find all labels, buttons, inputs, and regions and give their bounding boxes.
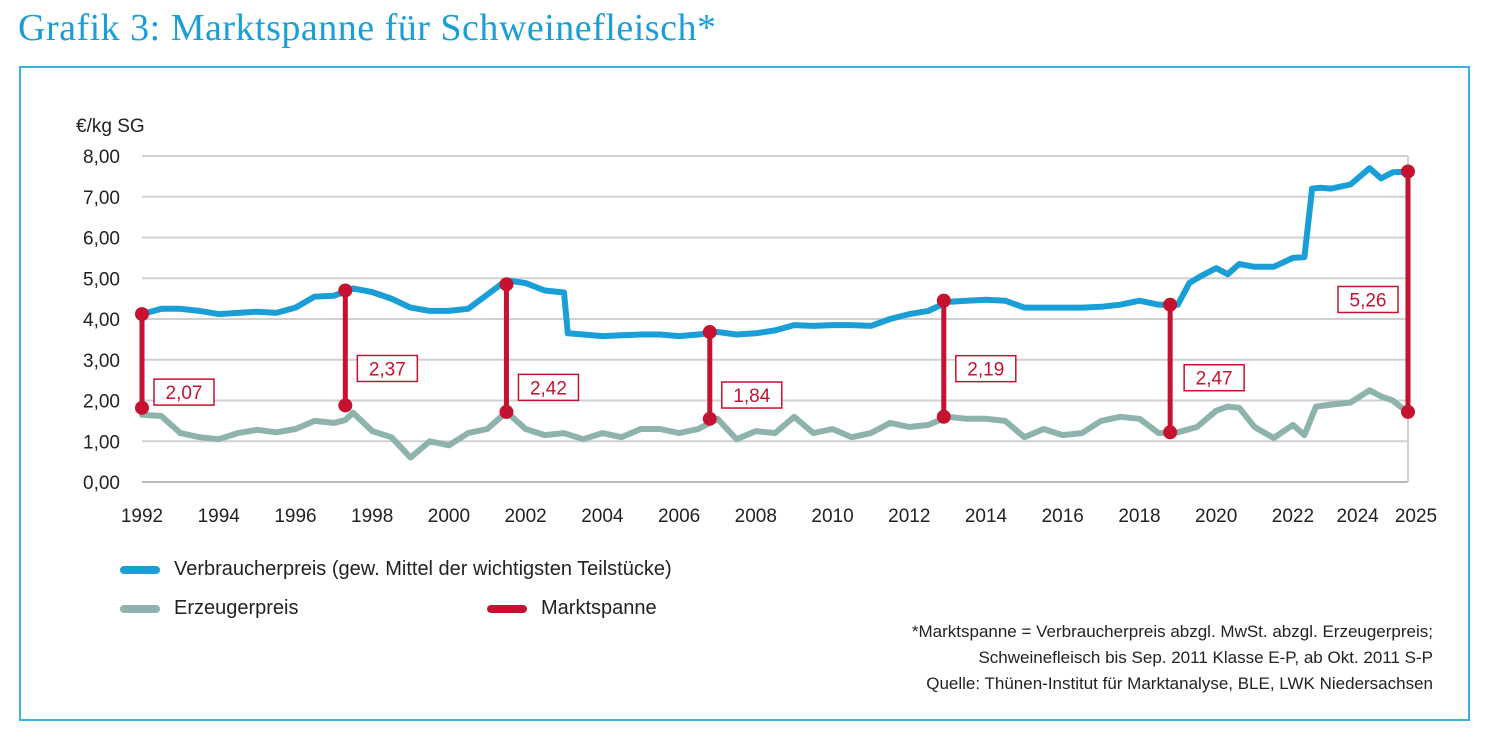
legend-consumer: Verbraucherpreis (gew. Mittel der wichti…: [120, 558, 672, 581]
margin-label-box: [955, 354, 1017, 383]
margin-dot-bottom: [135, 400, 149, 415]
margin-label: 5,26: [1350, 290, 1387, 311]
margin-label-box: [721, 381, 783, 409]
x-tick-label: 2002: [504, 506, 546, 527]
x-tick-label: 2020: [1195, 506, 1237, 527]
legend-margin-swatch: [487, 604, 527, 613]
y-tick-label: 6,00: [83, 229, 120, 250]
margin-label-box: [1183, 363, 1245, 392]
x-tick-label: 1998: [351, 506, 393, 527]
x-tick-label: 2010: [811, 506, 853, 527]
margin-dot-bottom: [338, 398, 353, 413]
x-tick-label: 2006: [658, 506, 700, 527]
x-tick-label: 1992: [121, 506, 163, 527]
x-tick-label: 2022: [1272, 506, 1314, 527]
legend-producer-label: Erzeugerpreis: [174, 597, 299, 619]
consumer-price-line: [139, 165, 1411, 340]
margin-label: 2,47: [1196, 369, 1233, 390]
y-tick-label: 7,00: [83, 188, 120, 209]
x-tick-label: 2016: [1042, 506, 1084, 527]
legend-margin-label: Marktspanne: [541, 597, 657, 619]
x-tick-label: 2012: [888, 506, 930, 527]
margin-dot-top: [135, 307, 149, 322]
margin-dot-bottom: [936, 409, 951, 424]
margin-label-box: [153, 378, 215, 406]
margin-dot-bottom: [499, 404, 514, 419]
margin-dot-bottom: [1163, 425, 1178, 440]
x-tick-label: 2014: [965, 506, 1008, 527]
x-tick-label: 2018: [1118, 506, 1160, 527]
margin-dot-top: [936, 293, 951, 308]
margin-dot-top: [338, 283, 353, 298]
margin-dot-top: [1401, 164, 1415, 179]
x-tick-label: 1996: [274, 506, 316, 527]
margin-label-box: [517, 373, 580, 402]
legend-producer-swatch: [120, 604, 160, 613]
margin-dot-top: [499, 277, 514, 292]
y-tick-label: 4,00: [83, 310, 120, 331]
tick-layer: 0,00 1,00 2,00 3,00 4,00 5,00 6,00 7,00 8,00 1992…: [83, 147, 1437, 527]
page-title: Grafik 3: Marktspanne für Schweinefleisc…: [18, 7, 717, 49]
margin-label: 1,84: [733, 386, 770, 407]
margin-label: 2,37: [369, 359, 406, 380]
x-tick-label: 1994: [198, 506, 241, 527]
y-axis-label: €/kg SG: [76, 116, 145, 137]
margin-label: 2,19: [967, 360, 1004, 381]
y-tick-label: 1,00: [83, 432, 120, 453]
y-tick-label: 5,00: [83, 269, 120, 290]
y-tick-label: 3,00: [83, 351, 120, 372]
margin-label-box: [356, 354, 419, 383]
margin-dot-top: [702, 325, 717, 340]
y-tick-label: 8,00: [83, 147, 120, 168]
margin-label: 2,07: [166, 383, 203, 404]
footnote-line-2: Schweinefleisch bis Sep. 2011 Klasse E-P…: [978, 648, 1433, 667]
footnote-line-1: *Marktspanne = Verbraucherpreis abzgl. M…: [911, 622, 1433, 641]
line-layer: [139, 165, 1411, 461]
legend-consumer-label: Verbraucherpreis (gew. Mittel der wichti…: [174, 558, 672, 580]
margin-label: 2,42: [530, 378, 567, 399]
margin-layer: 2,07 2,37 2,42 1,84 2,19 2,47 5,26: [135, 164, 1415, 440]
footnote-line-3: Quelle: Thünen-Institut für Marktanalyse…: [926, 674, 1433, 693]
x-tick-label: 2000: [428, 506, 470, 527]
margin-dot-bottom: [702, 411, 717, 426]
margin-label-box: [1337, 285, 1399, 314]
margin-dot-bottom: [1401, 404, 1415, 419]
y-tick-label: 2,00: [83, 392, 120, 413]
y-tick-label: 0,00: [83, 473, 120, 494]
producer-price-line: [139, 387, 1411, 461]
legend-margin: Marktspanne: [487, 597, 657, 620]
margin-dot-top: [1163, 297, 1178, 312]
x-tick-label: 2008: [735, 506, 777, 527]
legend-consumer-swatch: [120, 565, 160, 574]
x-tick-label: 2004: [581, 506, 624, 527]
x-tick-label: 2024: [1336, 506, 1379, 527]
x-tick-label: 2025: [1395, 506, 1437, 527]
legend-producer: Erzeugerpreis: [120, 597, 299, 620]
chart-frame: [19, 66, 1470, 721]
